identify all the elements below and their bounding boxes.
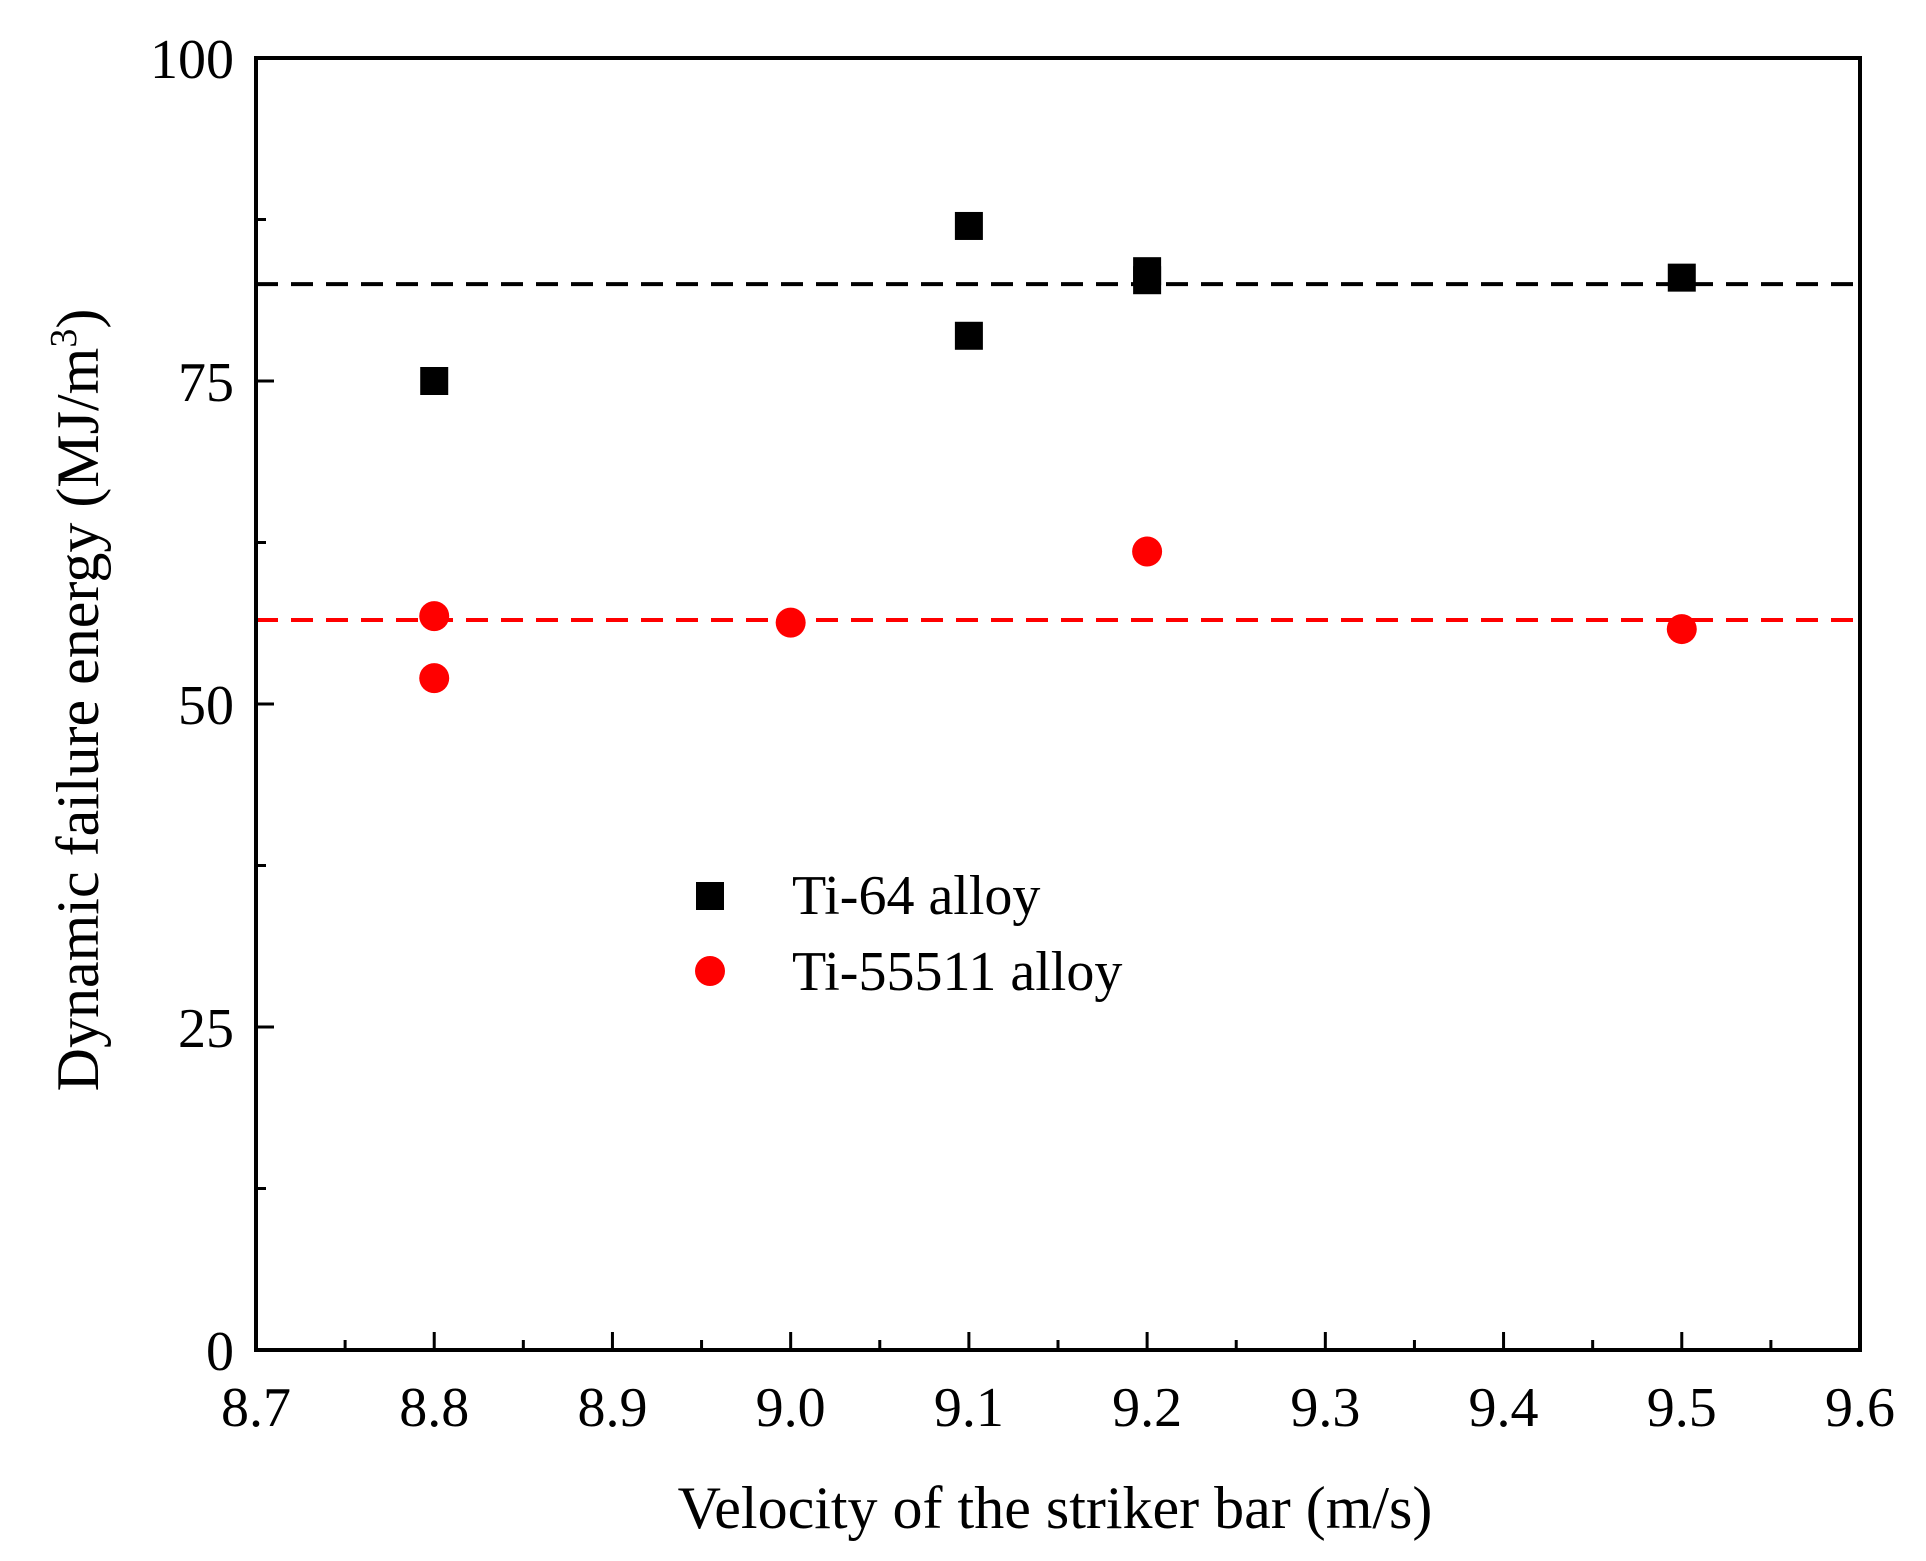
legend-marker-ti64 xyxy=(696,882,724,910)
legend-marker-ti55511 xyxy=(695,956,725,986)
x-tick-label: 9.4 xyxy=(1469,1377,1539,1439)
y-tick-label: 100 xyxy=(150,29,234,91)
y-tick-label: 25 xyxy=(178,998,234,1060)
x-tick-label: 9.3 xyxy=(1290,1377,1360,1439)
legend-label-ti55511: Ti-55511 alloy xyxy=(792,941,1122,1003)
point-ti64 xyxy=(1133,266,1162,295)
point-ti55511 xyxy=(775,607,806,638)
y-axis-title-main: Dynamic failure energy (MJ/m xyxy=(45,348,111,1092)
x-tick-label: 9.5 xyxy=(1647,1377,1717,1439)
y-axis-title-superscript: 3 xyxy=(43,329,85,348)
x-tick-label: 9.2 xyxy=(1112,1377,1182,1439)
tick-labels: 8.7 8.8 8.9 9.0 9.1 9.2 9.3 9.4 9.5 9.6 0 25 50 75 100 xyxy=(150,29,1895,1439)
y-tick-label: 75 xyxy=(178,352,234,414)
x-tick-label: 9.1 xyxy=(934,1377,1004,1439)
x-tick-label: 9.6 xyxy=(1825,1377,1895,1439)
point-ti55511 xyxy=(419,663,450,694)
x-tick-label: 8.7 xyxy=(221,1377,291,1439)
point-ti55511 xyxy=(1666,614,1697,645)
data-points xyxy=(419,211,1697,694)
x-tick-label: 8.8 xyxy=(399,1377,469,1439)
point-ti64 xyxy=(954,211,983,240)
axis-ticks xyxy=(254,56,1862,1352)
plot-area-frame xyxy=(254,56,1862,1352)
point-ti64 xyxy=(954,321,983,350)
y-tick-label: 0 xyxy=(206,1321,234,1383)
x-tick-label: 9.0 xyxy=(756,1377,826,1439)
legend: Ti-64 alloy Ti-55511 alloy xyxy=(695,865,1122,1003)
y-tick-label: 50 xyxy=(178,675,234,737)
x-axis-title: Velocity of the striker bar (m/s) xyxy=(678,1475,1433,1541)
point-ti64 xyxy=(420,367,449,395)
point-ti55511 xyxy=(1132,536,1163,567)
y-axis-title: Dynamic failure energy (MJ/m3) xyxy=(43,309,111,1092)
y-axis-title-close: ) xyxy=(45,309,111,329)
x-tick-label: 8.9 xyxy=(577,1377,647,1439)
point-ti55511 xyxy=(419,601,450,632)
point-ti64 xyxy=(1667,263,1696,292)
legend-label-ti64: Ti-64 alloy xyxy=(792,865,1040,927)
mean-lines xyxy=(256,282,1860,623)
